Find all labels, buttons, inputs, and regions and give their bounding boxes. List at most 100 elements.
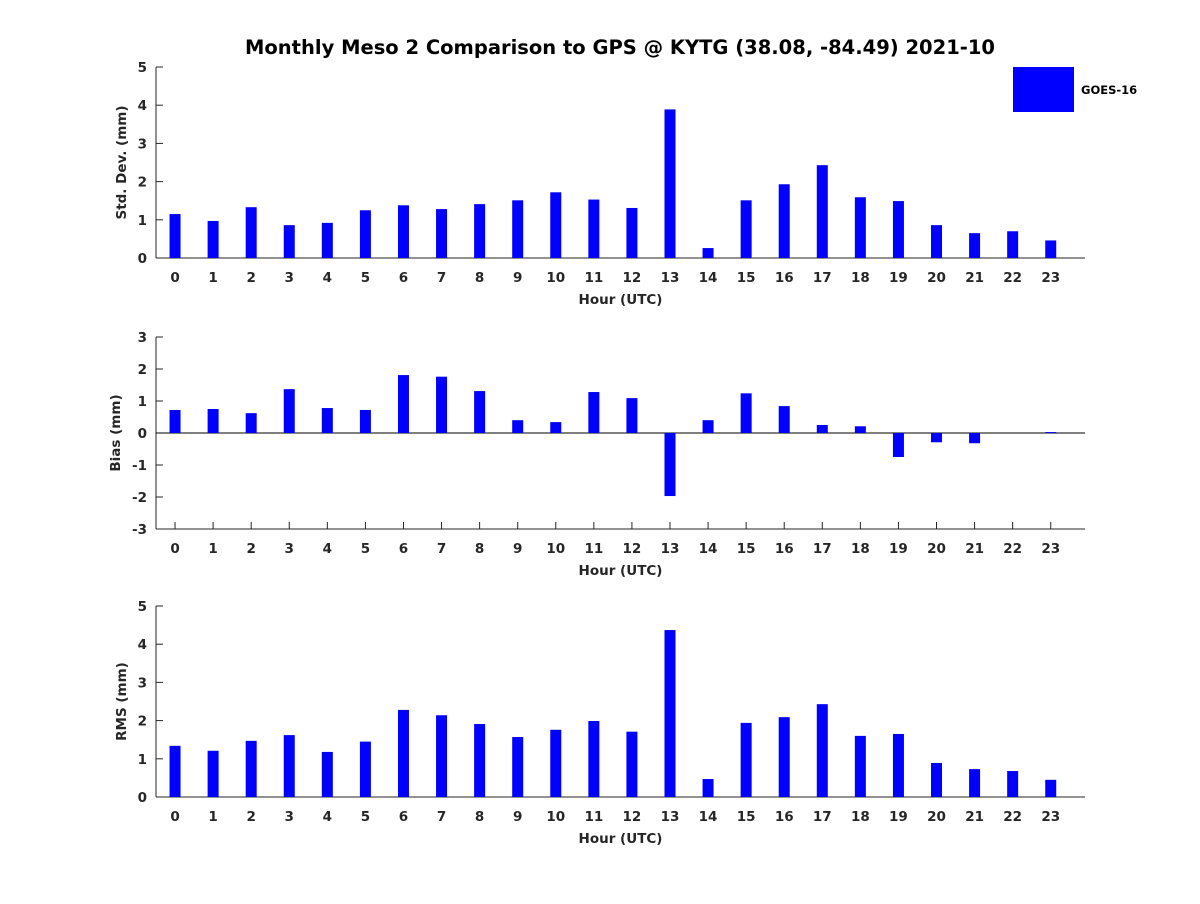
x-tick-label: 19: [889, 270, 908, 286]
x-tick-label: 0: [170, 809, 179, 825]
bar-hour-7: [436, 376, 448, 433]
bar-hour-19: [892, 433, 904, 457]
x-tick-label: 23: [1041, 270, 1060, 286]
bar-hour-1: [207, 220, 219, 258]
x-tick-label: 8: [475, 541, 484, 557]
y-tick-label: 2: [138, 714, 147, 730]
bar-hour-19: [892, 733, 904, 797]
bar-hour-22: [1007, 231, 1019, 258]
x-tick-label: 15: [737, 270, 756, 286]
bar-hour-11: [588, 392, 600, 433]
x-tick-label: 7: [437, 270, 446, 286]
y-axis-label: Std. Dev. (mm): [114, 105, 130, 219]
bar-hour-5: [359, 741, 371, 797]
bar-hour-0: [169, 745, 181, 797]
y-tick-label: 5: [138, 60, 147, 76]
bar-hour-2: [245, 207, 257, 258]
y-tick-label: 1: [138, 394, 147, 410]
bar-hour-18: [854, 197, 866, 258]
bar-hour-5: [359, 409, 371, 433]
x-tick-label: 20: [927, 809, 946, 825]
y-axis-label: RMS (mm): [114, 662, 130, 741]
bar-hour-1: [207, 750, 219, 797]
bar-hour-10: [550, 192, 562, 258]
bar-hour-20: [931, 225, 943, 258]
x-tick-label: 21: [965, 809, 984, 825]
bar-hour-0: [169, 409, 181, 433]
bar-hour-11: [588, 720, 600, 797]
x-tick-label: 6: [399, 541, 408, 557]
x-tick-label: 6: [399, 270, 408, 286]
x-tick-label: 20: [927, 541, 946, 557]
chart-title: Monthly Meso 2 Comparison to GPS @ KYTG …: [245, 36, 995, 59]
x-tick-label: 2: [246, 270, 255, 286]
bar-hour-6: [397, 205, 409, 258]
x-tick-label: 12: [623, 541, 642, 557]
bar-hour-23: [1045, 240, 1057, 258]
bar-hour-23: [1045, 779, 1057, 797]
x-tick-label: 9: [513, 541, 522, 557]
x-tick-label: 16: [775, 541, 794, 557]
bar-hour-23: [1045, 432, 1057, 434]
x-tick-label: 6: [399, 809, 408, 825]
x-axis-label: Hour (UTC): [579, 563, 663, 579]
bar-hour-13: [664, 630, 676, 797]
bar-hour-8: [474, 724, 486, 797]
x-tick-label: 13: [661, 270, 680, 286]
x-tick-label: 5: [361, 541, 370, 557]
x-tick-label: 4: [323, 541, 332, 557]
bar-hour-8: [474, 204, 486, 258]
x-tick-label: 1: [208, 809, 217, 825]
y-axis-label: Bias (mm): [108, 394, 124, 471]
x-tick-label: 18: [851, 541, 870, 557]
x-tick-label: 23: [1041, 541, 1060, 557]
x-tick-label: 18: [851, 270, 870, 286]
bar-hour-4: [321, 751, 333, 797]
bar-hour-6: [397, 709, 409, 797]
bar-hour-10: [550, 422, 562, 433]
x-tick-label: 17: [813, 541, 832, 557]
x-tick-label: 5: [361, 809, 370, 825]
bar-hour-17: [816, 704, 828, 797]
x-tick-label: 10: [546, 270, 565, 286]
x-tick-label: 1: [208, 270, 217, 286]
bar-hour-15: [740, 393, 752, 433]
y-tick-label: 4: [138, 98, 147, 114]
x-tick-label: 21: [965, 270, 984, 286]
bar-hour-14: [702, 779, 714, 797]
bar-hour-12: [626, 731, 638, 797]
y-tick-label: 0: [138, 790, 147, 806]
y-tick-label: -2: [132, 490, 147, 506]
bar-hour-11: [588, 199, 600, 258]
bar-hour-18: [854, 735, 866, 797]
x-tick-label: 14: [699, 270, 718, 286]
bar-hour-9: [512, 420, 524, 433]
x-tick-label: 3: [285, 270, 294, 286]
x-tick-label: 14: [699, 541, 718, 557]
bar-hour-1: [207, 409, 219, 433]
x-tick-label: 4: [323, 270, 332, 286]
x-tick-label: 10: [546, 541, 565, 557]
bar-hour-7: [436, 209, 448, 258]
bar-hour-21: [969, 433, 981, 444]
bar-hour-20: [931, 433, 943, 443]
x-tick-label: 8: [475, 270, 484, 286]
legend: GOES-16: [1013, 67, 1137, 112]
x-tick-label: 0: [170, 270, 179, 286]
bar-hour-14: [702, 420, 714, 433]
x-tick-label: 20: [927, 270, 946, 286]
bar-hour-2: [245, 413, 257, 433]
x-tick-label: 13: [661, 541, 680, 557]
bar-hour-4: [321, 408, 333, 433]
x-axis-label: Hour (UTC): [579, 292, 663, 308]
bar-hour-15: [740, 722, 752, 797]
x-tick-label: 12: [623, 270, 642, 286]
x-tick-label: 0: [170, 541, 179, 557]
legend-swatch: [1013, 67, 1074, 112]
x-tick-label: 16: [775, 809, 794, 825]
y-tick-label: 1: [138, 213, 147, 229]
bar-hour-8: [474, 391, 486, 433]
